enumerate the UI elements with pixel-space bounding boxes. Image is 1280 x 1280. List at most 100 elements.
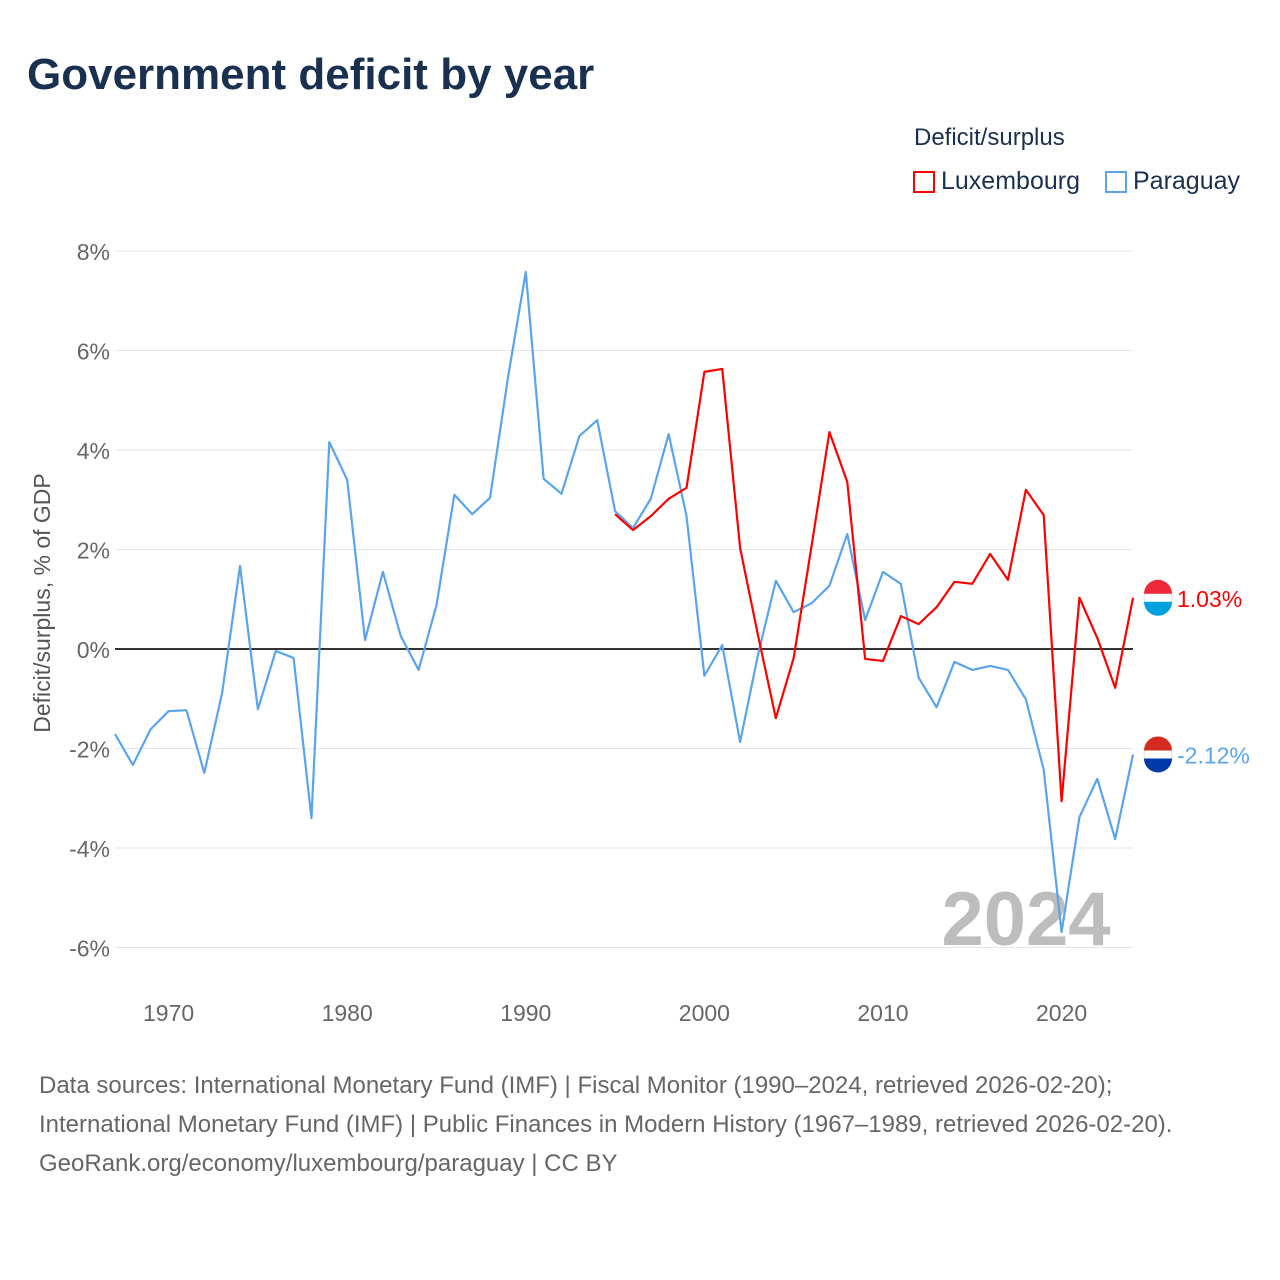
data-point[interactable]: [1129, 750, 1137, 758]
data-point[interactable]: [593, 416, 601, 424]
data-point[interactable]: [1075, 813, 1083, 821]
data-point[interactable]: [1093, 634, 1101, 642]
data-point[interactable]: [736, 738, 744, 746]
data-point[interactable]: [218, 689, 226, 697]
data-point[interactable]: [1058, 928, 1066, 936]
data-point[interactable]: [307, 814, 315, 822]
data-point[interactable]: [1058, 797, 1066, 805]
data-point[interactable]: [486, 494, 494, 502]
legend-item-luxembourg[interactable]: Luxembourg: [913, 167, 1080, 196]
data-point[interactable]: [754, 631, 762, 639]
data-point[interactable]: [879, 568, 887, 576]
data-point[interactable]: [379, 568, 387, 576]
data-point[interactable]: [1075, 594, 1083, 602]
data-point[interactable]: [915, 674, 923, 682]
data-point[interactable]: [790, 654, 798, 662]
data-point[interactable]: [968, 666, 976, 674]
data-point[interactable]: [450, 491, 458, 499]
data-point[interactable]: [700, 672, 708, 680]
data-point[interactable]: [647, 495, 655, 503]
data-point[interactable]: [968, 580, 976, 588]
data-point[interactable]: [361, 636, 369, 644]
data-point[interactable]: [1129, 594, 1137, 602]
data-point[interactable]: [665, 430, 673, 438]
data-point[interactable]: [736, 544, 744, 552]
data-point[interactable]: [129, 761, 137, 769]
data-point[interactable]: [1004, 666, 1012, 674]
data-point[interactable]: [1040, 511, 1048, 519]
data-point[interactable]: [825, 428, 833, 436]
data-point[interactable]: [111, 730, 119, 738]
data-point[interactable]: [629, 526, 637, 534]
y-tick-label: -4%: [69, 836, 110, 862]
credit-link[interactable]: GeoRank.org/economy/luxembourg/paraguay …: [39, 1150, 618, 1177]
data-point[interactable]: [933, 703, 941, 711]
data-point[interactable]: [504, 374, 512, 382]
y-tick-label: -2%: [69, 737, 110, 763]
data-point[interactable]: [236, 562, 244, 570]
year-watermark: 2024: [941, 877, 1110, 962]
data-point[interactable]: [1093, 775, 1101, 783]
data-point[interactable]: [861, 655, 869, 663]
data-point[interactable]: [843, 530, 851, 538]
data-point[interactable]: [718, 641, 726, 649]
data-point[interactable]: [1040, 766, 1048, 774]
data-point[interactable]: [1004, 576, 1012, 584]
data-point[interactable]: [933, 603, 941, 611]
data-point[interactable]: [986, 662, 994, 670]
data-point[interactable]: [165, 707, 173, 715]
y-tick-label: 2%: [77, 538, 110, 564]
data-point[interactable]: [897, 580, 905, 588]
data-point[interactable]: [665, 495, 673, 503]
data-point[interactable]: [522, 268, 530, 276]
data-point[interactable]: [397, 632, 405, 640]
data-point[interactable]: [683, 484, 691, 492]
x-tick-label: 1980: [322, 1000, 373, 1026]
data-point[interactable]: [879, 657, 887, 665]
data-point[interactable]: [290, 654, 298, 662]
data-point[interactable]: [647, 512, 655, 520]
data-point[interactable]: [200, 769, 208, 777]
data-point[interactable]: [772, 577, 780, 585]
data-point[interactable]: [950, 658, 958, 666]
data-point[interactable]: [950, 578, 958, 586]
data-point[interactable]: [611, 510, 619, 518]
data-point[interactable]: [272, 647, 280, 655]
data-point[interactable]: [790, 608, 798, 616]
data-point[interactable]: [343, 476, 351, 484]
data-point[interactable]: [808, 599, 816, 607]
data-point[interactable]: [825, 582, 833, 590]
y-axis-label: Deficit/surplus, % of GDP: [29, 473, 55, 732]
data-point[interactable]: [468, 510, 476, 518]
y-tick-label: -6%: [69, 936, 110, 962]
data-point[interactable]: [897, 612, 905, 620]
data-point[interactable]: [254, 705, 262, 713]
data-point[interactable]: [325, 438, 333, 446]
x-tick-label: 1970: [143, 1000, 194, 1026]
legend-swatch: [1105, 170, 1127, 193]
data-point[interactable]: [1022, 486, 1030, 494]
data-point[interactable]: [432, 601, 440, 609]
data-point[interactable]: [558, 490, 566, 498]
data-point[interactable]: [683, 512, 691, 520]
data-point[interactable]: [718, 365, 726, 373]
y-tick-label: 4%: [77, 438, 110, 464]
data-point[interactable]: [415, 666, 423, 674]
data-point[interactable]: [147, 725, 155, 733]
data-point[interactable]: [700, 368, 708, 376]
data-point[interactable]: [575, 432, 583, 440]
data-point[interactable]: [540, 475, 548, 483]
data-point[interactable]: [1111, 835, 1119, 843]
data-point[interactable]: [1111, 684, 1119, 692]
data-point[interactable]: [1022, 695, 1030, 703]
data-point[interactable]: [182, 706, 190, 714]
y-tick-label: 0%: [77, 637, 110, 663]
data-point[interactable]: [808, 542, 816, 550]
data-point[interactable]: [986, 550, 994, 558]
data-point[interactable]: [772, 714, 780, 722]
data-point[interactable]: [915, 620, 923, 628]
legend-item-paraguay[interactable]: Paraguay: [1105, 167, 1240, 196]
data-point[interactable]: [843, 478, 851, 486]
series-line-luxembourg[interactable]: [614, 367, 1135, 803]
series-line-paraguay[interactable]: [114, 270, 1135, 934]
